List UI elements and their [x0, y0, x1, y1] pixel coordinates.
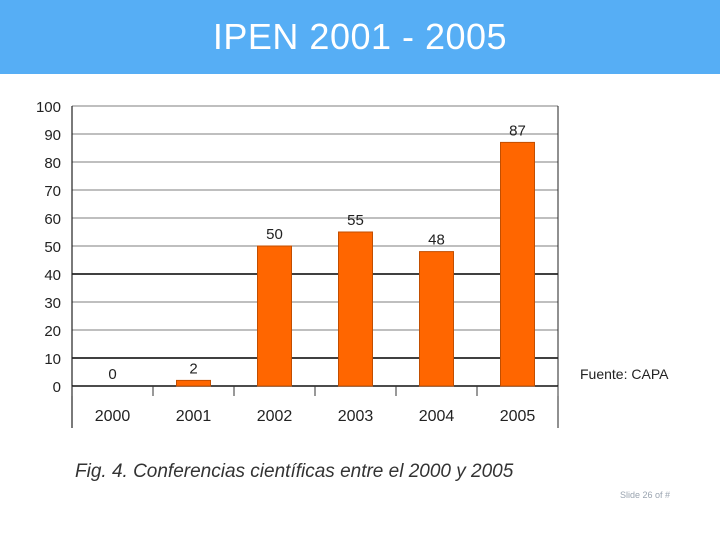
slide-title: IPEN 2001 - 2005 [212, 16, 508, 57]
y-tick-label: 60 [44, 211, 61, 228]
data-label: 87 [509, 122, 526, 139]
x-tick-label: 2004 [419, 408, 455, 425]
title-bar: IPEN 2001 - 2005 [0, 0, 720, 74]
x-tick-label: 2001 [176, 408, 212, 425]
y-tick-label: 20 [44, 323, 61, 340]
x-tick-label: 2000 [95, 408, 131, 425]
y-tick-label: 0 [53, 379, 61, 396]
y-tick-label: 100 [36, 99, 61, 116]
y-tick-label: 10 [44, 351, 61, 368]
x-tick-label: 2003 [338, 408, 374, 425]
bar-2004 [419, 251, 454, 387]
x-tick-label: 2005 [500, 408, 536, 425]
data-label: 2 [189, 360, 197, 377]
y-tick-label: 70 [44, 183, 61, 200]
y-tick-label: 30 [44, 295, 61, 312]
y-tick-label: 80 [44, 155, 61, 172]
figure-caption: Fig. 4. Conferencias científicas entre e… [75, 461, 514, 482]
data-label: 48 [428, 232, 445, 249]
source-note: Fuente: CAPA [580, 366, 669, 382]
data-label: 50 [266, 226, 283, 243]
y-tick-label: 50 [44, 239, 61, 256]
bar-2003 [338, 231, 373, 387]
y-tick-label: 40 [44, 267, 61, 284]
y-tick-label: 90 [44, 127, 61, 144]
bar-2005 [500, 141, 535, 387]
slide-number: Slide 26 of # [620, 490, 671, 500]
x-tick-label: 2002 [257, 408, 293, 425]
data-label: 0 [108, 366, 116, 383]
bar-2002 [257, 245, 292, 387]
data-label: 55 [347, 212, 364, 229]
bar-2001 [176, 379, 211, 387]
